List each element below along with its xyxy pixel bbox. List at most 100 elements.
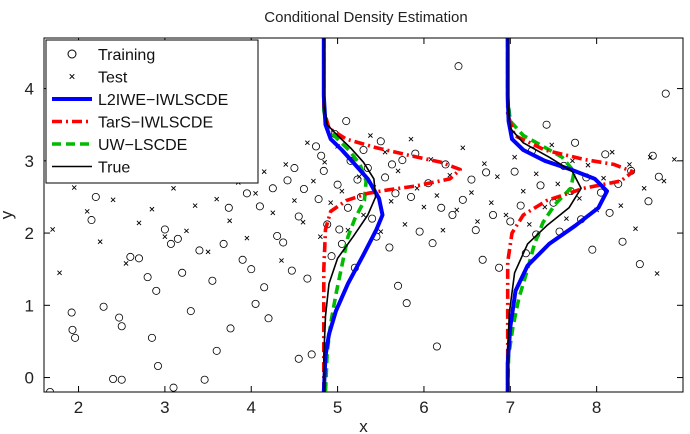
training-point bbox=[654, 172, 663, 181]
test-point bbox=[149, 206, 155, 212]
tars-iwlscde-curve-1 bbox=[322, 38, 462, 392]
training-point bbox=[571, 138, 580, 147]
x-tick-label: 7 bbox=[506, 398, 515, 417]
training-point bbox=[342, 117, 351, 126]
tars-iwlscde-curve-2 bbox=[505, 38, 635, 392]
training-point bbox=[319, 166, 328, 175]
test-point bbox=[460, 145, 466, 151]
x-tick-label: 8 bbox=[592, 398, 601, 417]
x-tick-label: 3 bbox=[160, 398, 169, 417]
test-point bbox=[421, 204, 427, 210]
test-point bbox=[494, 174, 500, 180]
test-point bbox=[97, 239, 103, 245]
test-point bbox=[184, 228, 189, 234]
training-point bbox=[67, 308, 76, 317]
training-point bbox=[387, 160, 396, 169]
training-point bbox=[343, 203, 352, 212]
training-point bbox=[178, 268, 187, 277]
training-point bbox=[160, 225, 169, 234]
training-point bbox=[173, 234, 182, 243]
training-point bbox=[368, 214, 377, 223]
training-point bbox=[290, 164, 299, 173]
training-point bbox=[333, 180, 342, 189]
test-point bbox=[440, 227, 446, 233]
test-point bbox=[270, 210, 276, 216]
training-point bbox=[495, 263, 504, 272]
test-point bbox=[609, 149, 615, 155]
test-point bbox=[618, 203, 624, 209]
test-point bbox=[192, 203, 198, 209]
training-point bbox=[432, 342, 441, 351]
training-point bbox=[648, 151, 657, 160]
test-point bbox=[382, 149, 388, 155]
test-point bbox=[671, 156, 677, 162]
training-point bbox=[109, 374, 118, 383]
training-point bbox=[467, 175, 476, 184]
training-point bbox=[99, 302, 108, 311]
training-point bbox=[482, 168, 491, 177]
training-point bbox=[536, 181, 545, 190]
test-point bbox=[261, 169, 267, 175]
test-point bbox=[292, 198, 297, 203]
training-point bbox=[601, 150, 610, 159]
training-point bbox=[251, 299, 260, 308]
test-point bbox=[549, 142, 555, 148]
test-point bbox=[214, 196, 220, 202]
training-point bbox=[327, 252, 336, 261]
test-point bbox=[84, 208, 90, 214]
training-point bbox=[117, 375, 126, 384]
y-axis-label: y bbox=[0, 210, 16, 219]
test-point bbox=[408, 136, 414, 142]
legend-label-uw-lscde: UW−LSCDE bbox=[98, 137, 187, 154]
legend: Training Test L2IWE−IWLSCDE TarS−IWLSCDE UW−… bbox=[45, 39, 259, 184]
chart-title: Conditional Density Estimation bbox=[264, 9, 467, 26]
training-point bbox=[268, 184, 277, 193]
training-point bbox=[279, 238, 288, 247]
training-point bbox=[359, 145, 368, 154]
training-point bbox=[448, 210, 457, 219]
legend-label-true: True bbox=[98, 160, 130, 177]
test-point bbox=[361, 212, 366, 218]
y-tick-label: 3 bbox=[25, 152, 34, 171]
training-point bbox=[516, 201, 525, 210]
test-point bbox=[555, 181, 561, 187]
training-point bbox=[441, 160, 450, 169]
test-point bbox=[136, 220, 142, 226]
test-point bbox=[244, 235, 250, 241]
training-point bbox=[312, 142, 321, 151]
training-point bbox=[166, 239, 175, 248]
y-tick-label: 4 bbox=[25, 80, 34, 99]
training-point bbox=[200, 375, 209, 384]
training-point bbox=[294, 354, 303, 363]
training-point bbox=[363, 164, 372, 173]
test-point bbox=[512, 154, 518, 160]
test-point bbox=[520, 188, 526, 194]
legend-marker-test bbox=[69, 73, 75, 80]
training-point bbox=[134, 254, 143, 263]
test-point bbox=[367, 133, 373, 138]
y-tick-label: 1 bbox=[25, 296, 34, 315]
legend-label-tars-iwlscde: TarS−IWLSCDE bbox=[98, 115, 213, 132]
training-point bbox=[143, 273, 152, 282]
x-tick-label: 2 bbox=[74, 398, 83, 417]
training-point bbox=[471, 226, 480, 235]
training-point bbox=[454, 62, 463, 71]
training-point bbox=[283, 176, 292, 185]
training-point bbox=[117, 322, 126, 331]
test-point bbox=[526, 221, 532, 227]
training-point bbox=[489, 210, 498, 219]
training-point bbox=[273, 231, 282, 240]
y-tick-label: 2 bbox=[25, 224, 34, 243]
test-point bbox=[322, 159, 328, 165]
test-point bbox=[317, 234, 323, 240]
plot-area bbox=[46, 38, 677, 392]
training-point bbox=[303, 274, 312, 283]
training-point bbox=[661, 89, 670, 98]
training-point bbox=[287, 266, 296, 275]
x-tick-label: 4 bbox=[247, 398, 256, 417]
y-tick-label: 0 bbox=[25, 369, 34, 388]
legend-box bbox=[45, 39, 259, 184]
training-point bbox=[115, 313, 124, 322]
test-point bbox=[633, 226, 638, 232]
